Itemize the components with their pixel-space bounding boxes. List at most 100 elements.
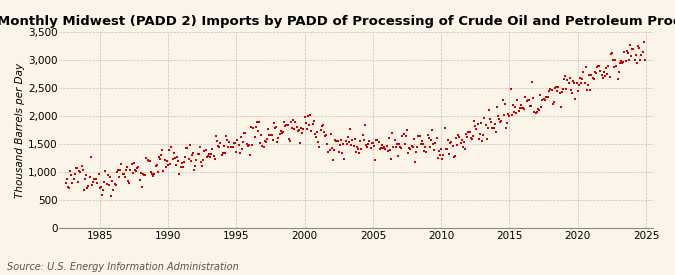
- Point: [321, 132, 331, 137]
- Point: [169, 156, 180, 160]
- Point: [159, 158, 170, 162]
- Point: [338, 142, 349, 146]
- Point: [364, 139, 375, 143]
- Point: [458, 139, 469, 144]
- Point: [335, 138, 346, 143]
- Point: [571, 80, 582, 85]
- Point: [333, 149, 344, 154]
- Point: [639, 40, 649, 45]
- Point: [68, 177, 79, 182]
- Point: [539, 98, 550, 102]
- Point: [208, 154, 219, 158]
- Point: [140, 172, 151, 177]
- Point: [394, 142, 404, 146]
- Point: [206, 152, 217, 156]
- Point: [576, 81, 587, 85]
- Point: [132, 166, 142, 170]
- Point: [367, 141, 378, 145]
- Point: [286, 120, 296, 125]
- Point: [75, 170, 86, 174]
- Point: [428, 142, 439, 146]
- Point: [179, 160, 190, 164]
- Point: [523, 98, 534, 103]
- Point: [460, 147, 470, 152]
- Point: [380, 147, 391, 152]
- Point: [344, 140, 354, 144]
- Point: [125, 168, 136, 173]
- Point: [199, 148, 210, 153]
- Point: [142, 158, 153, 163]
- Point: [342, 142, 352, 147]
- Point: [370, 158, 381, 162]
- Point: [352, 144, 362, 149]
- Point: [302, 127, 313, 131]
- Point: [535, 93, 545, 97]
- Point: [443, 152, 454, 156]
- Point: [231, 150, 242, 154]
- Point: [349, 137, 360, 141]
- Point: [514, 106, 525, 110]
- Point: [585, 88, 595, 92]
- Point: [480, 123, 491, 127]
- Point: [103, 183, 114, 187]
- Point: [202, 154, 213, 159]
- Point: [314, 145, 325, 150]
- Point: [372, 138, 383, 142]
- Point: [100, 169, 111, 174]
- Point: [304, 123, 315, 127]
- Point: [626, 54, 637, 59]
- Point: [572, 89, 583, 93]
- Point: [83, 184, 94, 188]
- Point: [305, 113, 316, 117]
- Point: [357, 133, 368, 137]
- Point: [88, 180, 99, 185]
- Point: [221, 134, 232, 139]
- Point: [445, 141, 456, 146]
- Point: [479, 116, 490, 120]
- Point: [294, 128, 304, 132]
- Point: [246, 125, 256, 130]
- Point: [541, 95, 552, 99]
- Point: [505, 87, 516, 91]
- Point: [510, 105, 520, 109]
- Point: [454, 134, 465, 139]
- Point: [198, 157, 209, 162]
- Point: [222, 138, 233, 142]
- Point: [629, 58, 640, 62]
- Point: [435, 153, 446, 157]
- Point: [201, 155, 212, 160]
- Point: [130, 167, 140, 172]
- Y-axis label: Thousand Barrels per Day: Thousand Barrels per Day: [15, 62, 25, 197]
- Point: [356, 147, 367, 152]
- Point: [470, 124, 481, 128]
- Point: [189, 168, 200, 172]
- Point: [284, 139, 295, 144]
- Point: [574, 82, 585, 87]
- Point: [624, 43, 635, 47]
- Point: [425, 138, 436, 142]
- Text: Source: U.S. Energy Information Administration: Source: U.S. Energy Information Administ…: [7, 262, 238, 272]
- Point: [139, 173, 150, 178]
- Point: [110, 183, 121, 187]
- Point: [452, 143, 462, 147]
- Point: [188, 151, 198, 155]
- Point: [630, 53, 641, 57]
- Point: [619, 50, 630, 54]
- Point: [97, 193, 107, 197]
- Point: [95, 185, 105, 190]
- Point: [175, 165, 186, 169]
- Point: [186, 153, 197, 158]
- Point: [389, 138, 400, 142]
- Point: [465, 136, 476, 141]
- Point: [277, 131, 288, 135]
- Point: [155, 156, 165, 161]
- Point: [597, 76, 608, 80]
- Point: [624, 58, 634, 62]
- Point: [414, 134, 425, 138]
- Point: [498, 112, 509, 117]
- Point: [472, 122, 483, 126]
- Point: [242, 144, 253, 148]
- Point: [534, 107, 545, 112]
- Point: [340, 139, 351, 143]
- Point: [330, 138, 341, 142]
